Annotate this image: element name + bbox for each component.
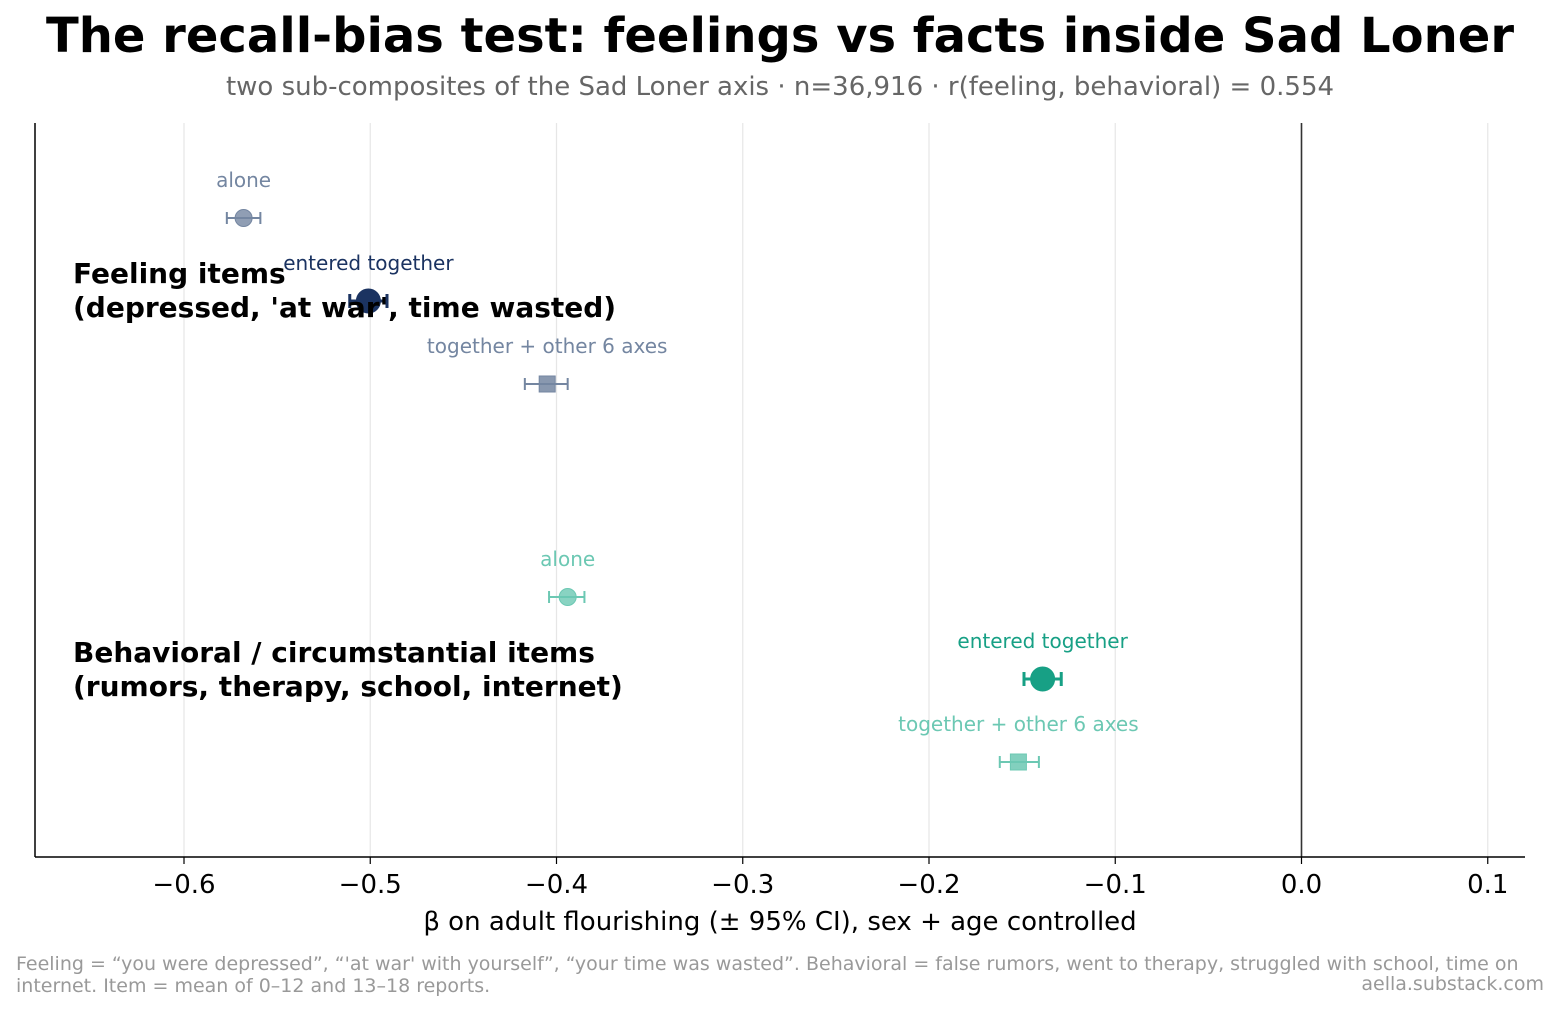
group-label-line: Feeling items [73,257,286,290]
x-tick-label: 0.0 [1281,870,1322,900]
point-label: together + other 6 axes [898,712,1139,736]
x-tick-label: −0.2 [897,870,960,900]
point-label: alone [540,547,595,571]
group-label: Behavioral / circumstantial items (rumors… [73,636,623,703]
x-tick-label: −0.1 [1084,870,1147,900]
point-square [1009,753,1027,771]
point-circle [355,288,381,314]
group-label: Feeling items (depressed, 'at war', time … [73,257,616,324]
point-label: alone [216,168,271,192]
x-tick-label: −0.3 [711,870,774,900]
x-tick-label: 0.1 [1467,870,1508,900]
point-label: together + other 6 axes [427,334,668,358]
x-axis-label: β on adult flourishing (± 95% CI), sex +… [423,907,1136,937]
point-circle [234,209,253,227]
chart-subtitle: two sub-composites of the Sad Loner axis… [225,72,1335,102]
point-square [538,375,556,393]
x-tick-label: −0.4 [525,870,588,900]
source-credit: aella.substack.com [1361,973,1544,995]
point-label: entered together [283,251,454,275]
group-label-line: (rumors, therapy, school, internet) [73,670,623,703]
point-label: entered together [957,629,1128,653]
x-axis-ticks: −0.6 −0.5 −0.4 −0.3 −0.2 −0.1 0.0 0.1 [152,857,1508,900]
x-tick-label: −0.6 [152,870,215,900]
grid-lines [183,123,1489,857]
point-circle [1030,666,1056,692]
forest-plot: −0.6 −0.5 −0.4 −0.3 −0.2 −0.1 0.0 0.1 alone ente… [34,123,1525,937]
group-label-line: (depressed, 'at war', time wasted) [73,291,616,324]
x-tick-label: −0.5 [339,870,402,900]
group-labels: Feeling items (depressed, 'at war', time … [73,257,623,703]
point-circle [558,588,577,606]
chart-title: The recall-bias test: feelings vs facts … [46,8,1514,64]
group-label-line: Behavioral / circumstantial items [73,636,595,669]
footnote: Feeling = “you were depressed”, “'at war… [16,953,1519,997]
data-marks: alone entered together together + other 6 … [216,168,1139,771]
